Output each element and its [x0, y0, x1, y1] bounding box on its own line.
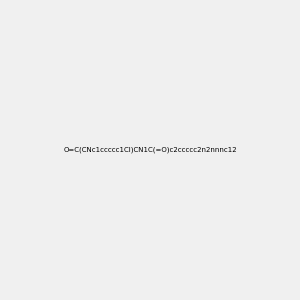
Text: O=C(CNc1ccccc1Cl)CN1C(=O)c2ccccc2n2nnnc12: O=C(CNc1ccccc1Cl)CN1C(=O)c2ccccc2n2nnnc1…	[63, 147, 237, 153]
